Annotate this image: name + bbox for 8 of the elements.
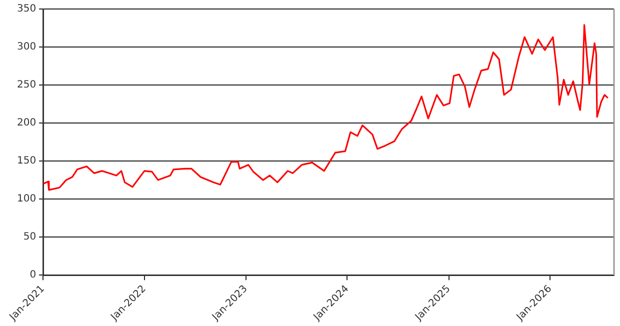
y-tick-label: 250 [16, 80, 36, 91]
y-tick-label: 350 [16, 4, 36, 15]
y-tick-label: 50 [23, 232, 36, 243]
y-tick-label: 150 [16, 156, 36, 167]
y-tick-label: 0 [30, 270, 36, 281]
y-tick-label: 300 [16, 42, 36, 53]
y-tick-label: 200 [16, 118, 36, 129]
y-tick-label: 100 [16, 194, 36, 205]
